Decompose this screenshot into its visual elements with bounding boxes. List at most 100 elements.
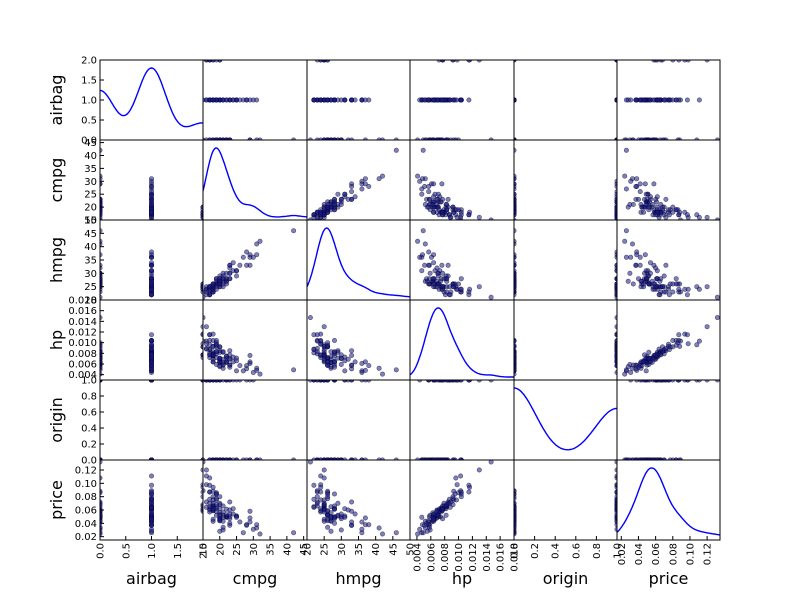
point-hp-hmpg xyxy=(331,349,337,355)
x-tick-label-cmpg: 40 xyxy=(282,543,293,556)
x-tick-label-cmpg: 25 xyxy=(232,543,243,556)
panel-hp-vs-price xyxy=(616,299,721,381)
point-airbag-hmpg xyxy=(318,97,324,103)
point-airbag-price xyxy=(630,137,636,140)
panel-cmpg-vs-origin xyxy=(513,139,618,221)
point-hp-price xyxy=(628,369,634,375)
y-axis-label-airbag: airbag xyxy=(47,75,66,126)
point-hp-cmpg xyxy=(203,324,209,330)
point-price-cmpg xyxy=(237,519,243,525)
point-cmpg-hmpg xyxy=(321,202,327,208)
panel-price-vs-airbag xyxy=(99,459,204,541)
point-hmpg-price xyxy=(659,284,665,290)
point-price-hmpg xyxy=(393,530,399,536)
point-price-cmpg xyxy=(217,518,223,524)
point-hmpg-price xyxy=(676,286,682,292)
point-price-hp xyxy=(426,524,432,530)
x-tick-label-origin: 0.8 xyxy=(592,543,603,559)
point-airbag-cmpg xyxy=(213,60,219,63)
point-hmpg-hp xyxy=(431,252,437,258)
panel-cmpg-vs-airbag xyxy=(99,139,204,221)
point-cmpg-price xyxy=(637,189,643,195)
y-tick-label-origin: 1.0 xyxy=(81,376,97,387)
point-hp-cmpg xyxy=(237,363,243,369)
point-cmpg-hp xyxy=(419,176,425,182)
point-hp-airbag xyxy=(149,359,155,365)
panel-airbag-vs-origin xyxy=(513,59,618,141)
kde-curve-hp xyxy=(410,307,514,378)
point-hmpg-cmpg xyxy=(240,254,246,260)
point-hmpg-hp xyxy=(426,249,432,255)
panel-hmpg-vs-airbag xyxy=(99,219,204,301)
point-price-hp xyxy=(422,522,428,528)
point-price-hmpg xyxy=(338,511,344,517)
y-tick-label-origin: 0.6 xyxy=(81,408,97,419)
point-hp-hmpg xyxy=(349,352,355,358)
y-tick-label-hmpg: 50 xyxy=(84,216,97,227)
point-cmpg-airbag xyxy=(149,194,155,200)
point-hmpg-hp xyxy=(445,262,451,268)
point-hmpg-price xyxy=(673,281,679,287)
y-tick-label-price: 0.10 xyxy=(75,479,97,490)
point-airbag-price xyxy=(694,137,700,140)
point-cmpg-price xyxy=(658,202,664,208)
x-tick-label-hmpg: 45 xyxy=(388,543,399,556)
point-airbag-hmpg xyxy=(307,137,313,140)
point-airbag-price xyxy=(682,60,688,63)
point-airbag-hp xyxy=(456,137,461,140)
x-tick-label-hmpg: 30 xyxy=(337,543,348,556)
y-tick-label-airbag: 2.0 xyxy=(81,56,97,67)
point-hmpg-price xyxy=(635,276,641,282)
point-hp-hmpg xyxy=(331,364,337,370)
point-hmpg-price xyxy=(629,241,635,247)
point-cmpg-hmpg xyxy=(345,196,351,202)
point-price-hmpg xyxy=(311,504,317,510)
point-price-cmpg xyxy=(213,491,219,497)
point-price-hp xyxy=(452,491,458,497)
point-airbag-hp xyxy=(448,137,454,140)
point-hp-cmpg xyxy=(247,359,253,365)
point-cmpg-price xyxy=(650,202,656,208)
panel-hmpg-vs-price xyxy=(616,219,721,301)
point-airbag-hmpg xyxy=(314,60,320,63)
y-tick-label-hmpg: 45 xyxy=(84,229,97,240)
point-price-cmpg xyxy=(203,473,209,479)
y-axis-label-cmpg: cmpg xyxy=(47,158,66,203)
kde-curve-origin xyxy=(514,387,617,451)
point-airbag-price xyxy=(633,97,639,103)
kde-curve-hmpg xyxy=(307,227,410,298)
point-airbag-hmpg xyxy=(362,137,368,140)
point-price-airbag xyxy=(149,516,155,522)
y-tick-label-hp: 0.006 xyxy=(68,360,97,371)
point-airbag-origin xyxy=(514,97,517,103)
point-price-hp xyxy=(476,467,482,473)
point-price-cmpg xyxy=(213,497,219,503)
point-cmpg-hp xyxy=(419,191,425,197)
point-airbag-cmpg xyxy=(210,97,216,103)
point-airbag-hmpg xyxy=(338,137,344,140)
point-cmpg-hmpg xyxy=(338,196,344,202)
x-axis-label-price: price xyxy=(649,569,689,588)
point-price-hmpg xyxy=(318,489,324,495)
point-price-hp xyxy=(426,519,432,525)
point-hmpg-hp xyxy=(422,262,428,268)
x-tick-label-hp: 0.006 xyxy=(426,543,437,572)
point-hp-cmpg xyxy=(207,337,213,343)
point-cmpg-hp xyxy=(430,202,436,208)
panel-airbag-vs-hp xyxy=(409,59,515,141)
point-price-hmpg xyxy=(325,491,331,497)
point-hmpg-cmpg xyxy=(234,273,240,279)
point-cmpg-hp xyxy=(444,207,450,213)
point-cmpg-airbag xyxy=(149,209,155,215)
x-tick-label-origin: 0.2 xyxy=(530,543,541,559)
point-hmpg-cmpg xyxy=(213,286,219,292)
point-hmpg-cmpg xyxy=(230,260,236,266)
point-hmpg-price xyxy=(643,268,649,274)
panel-airbag-vs-cmpg xyxy=(202,59,308,141)
point-hp-cmpg xyxy=(254,367,260,373)
point-hmpg-price xyxy=(673,276,679,282)
y-tick-label-price: 0.02 xyxy=(75,532,97,543)
point-hp-hmpg xyxy=(342,368,348,374)
x-tick-label-price: 0.06 xyxy=(651,543,662,565)
point-airbag-cmpg xyxy=(207,60,213,63)
